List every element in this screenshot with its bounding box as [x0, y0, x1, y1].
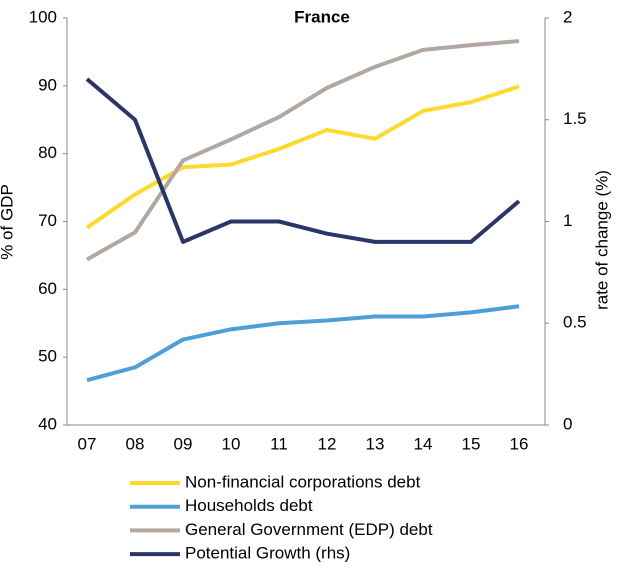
y-tick-label: 60	[38, 279, 57, 298]
y-tick-label: 90	[38, 75, 57, 94]
x-tick-label: 11	[270, 434, 288, 453]
chart-title: France	[294, 7, 350, 26]
line	[86, 39, 520, 262]
y-tick-label: 80	[38, 143, 57, 162]
y2-tick-label: 1	[563, 211, 572, 230]
x-tick-label: 16	[510, 434, 529, 453]
x-tick-label: 08	[126, 434, 145, 453]
line	[86, 304, 520, 383]
legend-label: Non-financial corporations debt	[185, 472, 421, 491]
y-tick-label: 70	[38, 211, 57, 230]
x-tick-label: 12	[318, 434, 337, 453]
x-tick-label: 14	[414, 434, 433, 453]
x-tick-label: 09	[174, 434, 193, 453]
y2-axis-label: rate of change (%)	[592, 170, 611, 310]
y-axis-label: % of GDP	[0, 184, 16, 260]
y-tick-label: 50	[38, 347, 57, 366]
x-tick-label: 10	[222, 434, 241, 453]
y2-tick-label: 0	[563, 414, 572, 433]
y2-tick-label: 0.5	[563, 313, 587, 332]
x-tick-label: 13	[366, 434, 385, 453]
legend-label: Households debt	[185, 496, 313, 515]
x-tick-label: 15	[462, 434, 481, 453]
y-tick-label: 40	[38, 414, 57, 433]
y-tick-label: 100	[29, 7, 57, 26]
legend-label: General Government (EDP) debt	[185, 520, 433, 539]
x-tick-label: 07	[78, 434, 97, 453]
y2-tick-label: 1.5	[563, 109, 587, 128]
y2-tick-label: 2	[563, 7, 572, 26]
legend-label: Potential Growth (rhs)	[185, 544, 350, 563]
line	[85, 77, 521, 244]
